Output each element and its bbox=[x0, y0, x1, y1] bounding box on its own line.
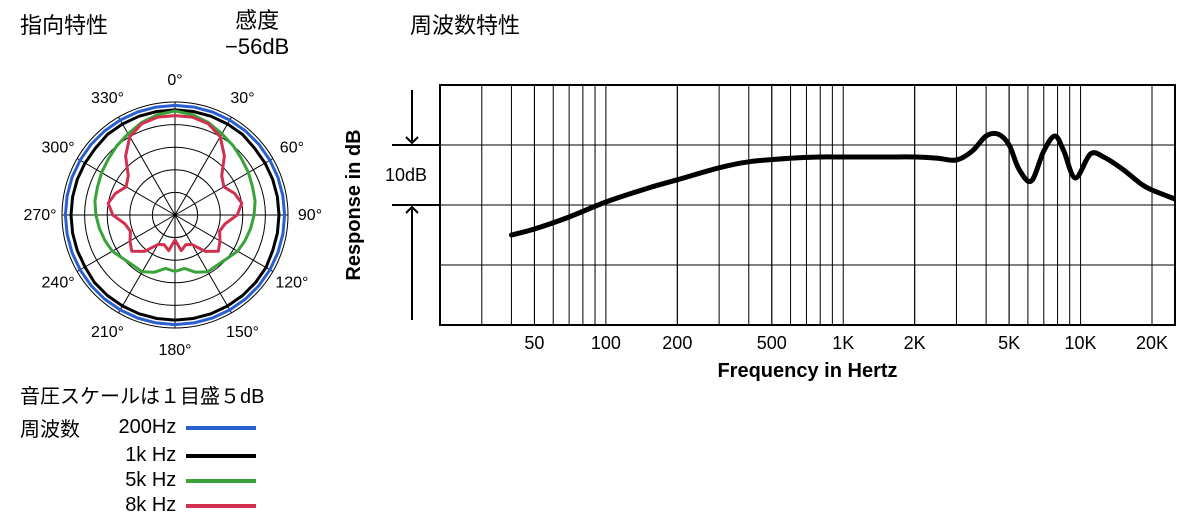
svg-text:10K: 10K bbox=[1065, 333, 1097, 353]
polar-title: 指向特性 bbox=[20, 8, 108, 40]
legend-swatch-0 bbox=[186, 426, 256, 430]
svg-text:Frequency in Hertz: Frequency in Hertz bbox=[717, 360, 897, 382]
legend-freq-2: 5k Hz bbox=[98, 469, 176, 492]
svg-text:2K: 2K bbox=[904, 333, 926, 353]
freq-title: 周波数特性 bbox=[410, 8, 520, 40]
legend-subtitle: 周波数 bbox=[20, 413, 88, 442]
svg-text:200: 200 bbox=[662, 333, 692, 353]
svg-text:330°: 330° bbox=[91, 90, 124, 107]
svg-text:1K: 1K bbox=[832, 333, 854, 353]
svg-text:180°: 180° bbox=[158, 342, 191, 359]
legend-scale-note: 音圧スケールは１目盛５dB bbox=[20, 380, 264, 409]
svg-text:500: 500 bbox=[757, 333, 787, 353]
legend-freq-1: 1k Hz bbox=[98, 444, 176, 467]
svg-text:20K: 20K bbox=[1136, 333, 1168, 353]
polar-legend: 音圧スケールは１目盛５dB 周波数 200Hz 1k Hz 5k Hz 8k H… bbox=[20, 380, 264, 517]
polar-chart: 0° 30° 60° 90° 120° 150° 180° 210° 240° 270° 300° 3… bbox=[10, 50, 330, 370]
svg-text:90°: 90° bbox=[298, 207, 322, 224]
legend-freq-3: 8k Hz bbox=[98, 494, 176, 517]
svg-text:100: 100 bbox=[591, 333, 621, 353]
svg-text:Response in dB: Response in dB bbox=[343, 129, 365, 280]
sens-label: 感度 bbox=[235, 8, 279, 33]
legend-swatch-3 bbox=[186, 504, 256, 508]
frequency-response-chart: 50 100 200 500 1K 2K 5K 10K 20K Response in dB Fre… bbox=[340, 55, 1190, 395]
svg-text:150°: 150° bbox=[226, 324, 259, 341]
svg-text:10dB: 10dB bbox=[385, 165, 427, 185]
legend-freq-0: 200Hz bbox=[98, 416, 176, 439]
svg-text:5K: 5K bbox=[998, 333, 1020, 353]
svg-text:210°: 210° bbox=[91, 324, 124, 341]
svg-text:300°: 300° bbox=[42, 140, 75, 157]
svg-text:50: 50 bbox=[524, 333, 544, 353]
svg-text:60°: 60° bbox=[280, 140, 304, 157]
legend-swatch-1 bbox=[186, 454, 256, 458]
legend-swatch-2 bbox=[186, 479, 256, 483]
svg-text:240°: 240° bbox=[42, 275, 75, 292]
svg-text:270°: 270° bbox=[23, 207, 56, 224]
svg-text:0°: 0° bbox=[167, 72, 182, 89]
svg-text:120°: 120° bbox=[275, 275, 308, 292]
svg-text:30°: 30° bbox=[230, 90, 254, 107]
